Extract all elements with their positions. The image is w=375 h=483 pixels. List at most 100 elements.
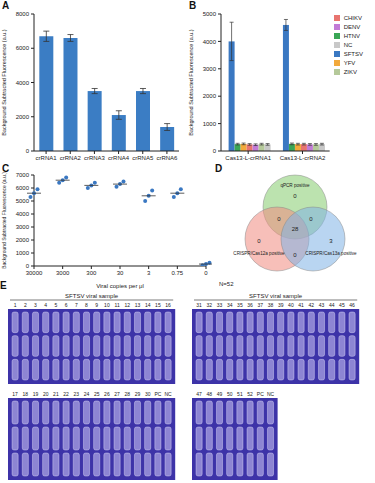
- svg-text:2000: 2000: [16, 237, 30, 243]
- svg-text:0: 0: [293, 193, 297, 199]
- svg-text:0: 0: [26, 148, 30, 154]
- svg-text:6000: 6000: [16, 185, 30, 191]
- svg-text:40: 40: [288, 302, 294, 308]
- svg-text:0: 0: [293, 252, 297, 258]
- svg-text:30: 30: [145, 391, 151, 397]
- svg-text:30000: 30000: [26, 270, 43, 276]
- svg-text:24: 24: [84, 391, 90, 397]
- svg-text:3000: 3000: [16, 224, 30, 230]
- svg-text:0: 0: [309, 216, 313, 222]
- svg-text:1000: 1000: [16, 250, 30, 256]
- svg-text:CRISPR/Cas13a positive: CRISPR/Cas13a positive: [305, 251, 357, 256]
- svg-text:4: 4: [44, 302, 47, 308]
- svg-text:29: 29: [135, 391, 141, 397]
- svg-text:28: 28: [292, 226, 299, 232]
- svg-text:51: 51: [237, 391, 243, 397]
- svg-text:Cas13-L-crRNA1: Cas13-L-crRNA1: [225, 155, 271, 161]
- svg-text:12: 12: [125, 302, 131, 308]
- svg-text:37: 37: [258, 302, 264, 308]
- svg-text:50: 50: [227, 391, 233, 397]
- svg-text:43: 43: [319, 302, 325, 308]
- svg-text:4000: 4000: [16, 211, 30, 217]
- svg-text:14: 14: [145, 302, 151, 308]
- svg-text:300: 300: [86, 270, 97, 276]
- svg-text:crRNA2: crRNA2: [60, 155, 82, 161]
- svg-text:5000: 5000: [203, 11, 217, 17]
- svg-text:28: 28: [125, 391, 131, 397]
- svg-text:2000: 2000: [16, 114, 30, 120]
- svg-text:7000: 7000: [16, 172, 30, 178]
- svg-text:15: 15: [155, 302, 161, 308]
- svg-text:Background Subtracted Fluoresc: Background Subtracted Fluorescence (a.u.…: [1, 172, 7, 269]
- svg-text:52: 52: [247, 391, 253, 397]
- svg-text:22: 22: [63, 391, 69, 397]
- svg-text:30: 30: [117, 270, 124, 276]
- svg-text:SFTSV viral sample: SFTSV viral sample: [249, 293, 303, 299]
- svg-text:3: 3: [34, 302, 37, 308]
- svg-text:7: 7: [75, 302, 78, 308]
- svg-text:25: 25: [94, 391, 100, 397]
- svg-text:47: 47: [196, 391, 202, 397]
- svg-text:SFTSV viral sample: SFTSV viral sample: [65, 293, 119, 299]
- svg-text:0: 0: [257, 238, 261, 244]
- svg-text:crRNA4: crRNA4: [108, 155, 130, 161]
- svg-text:6000: 6000: [16, 45, 30, 51]
- svg-text:2000: 2000: [203, 93, 217, 99]
- svg-text:PC: PC: [154, 391, 161, 397]
- svg-text:45: 45: [339, 302, 345, 308]
- svg-text:0: 0: [213, 148, 217, 154]
- svg-text:27: 27: [114, 391, 120, 397]
- svg-text:33: 33: [217, 302, 223, 308]
- svg-text:23: 23: [74, 391, 80, 397]
- svg-text:NC: NC: [164, 391, 172, 397]
- svg-text:9: 9: [95, 302, 98, 308]
- svg-text:32: 32: [207, 302, 213, 308]
- svg-text:38: 38: [268, 302, 274, 308]
- svg-text:3000: 3000: [203, 66, 217, 72]
- svg-text:35: 35: [237, 302, 243, 308]
- svg-text:0.75: 0.75: [171, 270, 183, 276]
- svg-text:4000: 4000: [16, 80, 30, 86]
- svg-text:39: 39: [278, 302, 284, 308]
- svg-text:crRNA1: crRNA1: [36, 155, 58, 161]
- svg-text:44: 44: [329, 302, 335, 308]
- svg-text:49: 49: [217, 391, 223, 397]
- svg-text:crRNA3: crRNA3: [84, 155, 106, 161]
- svg-text:5000: 5000: [16, 198, 30, 204]
- svg-text:Cas13-L-crRNA2: Cas13-L-crRNA2: [280, 155, 326, 161]
- svg-text:Viral copies per μl: Viral copies per μl: [96, 283, 144, 289]
- svg-text:CRISPR/Cas12a positive: CRISPR/Cas12a positive: [233, 251, 285, 256]
- svg-text:13: 13: [135, 302, 141, 308]
- svg-text:2: 2: [24, 302, 27, 308]
- svg-text:6: 6: [65, 302, 68, 308]
- svg-text:3: 3: [329, 238, 333, 244]
- svg-text:qPCR positive: qPCR positive: [280, 183, 310, 188]
- svg-text:0: 0: [277, 216, 281, 222]
- svg-text:18: 18: [23, 391, 29, 397]
- svg-text:10: 10: [104, 302, 110, 308]
- svg-text:36: 36: [247, 302, 253, 308]
- svg-text:1000: 1000: [203, 121, 217, 127]
- svg-text:31: 31: [196, 302, 202, 308]
- svg-text:19: 19: [33, 391, 39, 397]
- svg-text:Background Subtracted Fluoresc: Background Subtracted Fluorescence (a.u.…: [188, 29, 194, 136]
- svg-text:4000: 4000: [203, 39, 217, 45]
- svg-text:0: 0: [204, 270, 208, 276]
- svg-text:21: 21: [53, 391, 59, 397]
- svg-text:1: 1: [14, 302, 17, 308]
- svg-text:11: 11: [114, 302, 119, 308]
- svg-text:PC: PC: [257, 391, 264, 397]
- svg-text:17: 17: [12, 391, 18, 397]
- svg-text:3: 3: [147, 270, 151, 276]
- svg-text:8: 8: [85, 302, 88, 308]
- svg-text:Background Subtracted Fluoresc: Background Subtracted Fluorescence (a.u.…: [1, 29, 7, 136]
- svg-text:42: 42: [309, 302, 315, 308]
- svg-text:16: 16: [165, 302, 171, 308]
- svg-text:0: 0: [26, 263, 30, 269]
- svg-text:crRNA6: crRNA6: [156, 155, 178, 161]
- svg-text:20: 20: [43, 391, 49, 397]
- svg-text:48: 48: [207, 391, 213, 397]
- svg-text:34: 34: [227, 302, 233, 308]
- svg-text:41: 41: [298, 302, 304, 308]
- svg-text:46: 46: [349, 302, 355, 308]
